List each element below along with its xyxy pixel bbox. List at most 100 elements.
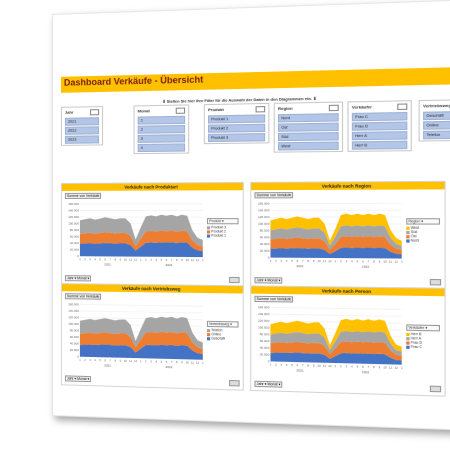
x-tick-label: 10	[317, 364, 321, 368]
chart-panels: Verkäufe nach Produktart Summe von Verkäu…	[53, 1, 450, 15]
slicer-item[interactable]: 2021	[65, 117, 99, 126]
y-tick-label: 20.000	[260, 249, 270, 253]
slicer-jahr: Jahr 2021 2022 2023	[61, 106, 103, 146]
axis-filter-buttons[interactable]: Jahr ▾ Monat ▾	[65, 375, 91, 382]
x-tick-label: 5	[291, 363, 293, 367]
expand-collapse-button[interactable]	[430, 386, 441, 393]
slicer-item[interactable]: 2023	[65, 135, 99, 143]
x-tick-label: 3	[345, 259, 347, 263]
slicer-row: Jahr 2021 2022 2023 Monat 1 2 3 4 Produkt Produkt …	[53, 1, 450, 15]
slicer-item[interactable]: Telefon	[423, 130, 450, 139]
chart-title: Verkäufe nach Vertriebsweg	[62, 284, 243, 293]
slicer-item[interactable]: West	[278, 141, 339, 150]
slicer-item[interactable]: Online	[423, 121, 450, 130]
slicer-item[interactable]: Frau D	[352, 122, 407, 131]
legend-filter-button[interactable]: Vertriebsweg ▾	[207, 321, 239, 328]
x-tick-label: 8	[114, 359, 116, 363]
slicer-item[interactable]: Ost	[278, 123, 339, 132]
legend-filter-button[interactable]: Region ▾	[406, 218, 440, 224]
clear-filter-icon[interactable]	[176, 108, 185, 114]
slicer-title: Region	[278, 105, 339, 112]
x-tick-label: 7	[109, 358, 111, 362]
area-chart: 160.000140.000120.000100.00080.00060.000…	[64, 198, 205, 272]
legend-item: Produkt 1	[207, 233, 239, 237]
axis-filter-buttons[interactable]: Jahr ▾ Monat ▾	[254, 381, 282, 388]
legend-swatch	[207, 234, 210, 237]
slicer-item[interactable]: Frau C	[352, 112, 407, 121]
x-tick-label: 1	[140, 258, 142, 262]
x-tick-label: 8	[307, 363, 309, 367]
y-tick-label: 40.000	[260, 346, 270, 350]
area-chart: 160.000140.000120.000100.00080.00060.000…	[253, 197, 404, 273]
y-tick-label: 20.000	[260, 352, 270, 356]
y-tick-label: 20.000	[70, 348, 79, 352]
slicer-item[interactable]: Herr B	[352, 141, 407, 150]
clear-filter-icon[interactable]	[397, 103, 407, 110]
gridline	[80, 304, 203, 306]
chart-legend: Vertriebsweg ▾ Telefon Online Geschäft	[207, 321, 239, 341]
x-tick-label: 6	[362, 259, 364, 263]
y-tick-label: 40.000	[260, 242, 270, 246]
x-tick-label: 7	[368, 365, 370, 369]
slicer-item[interactable]: Produkt 2	[208, 124, 265, 133]
expand-collapse-button[interactable]	[430, 279, 441, 286]
x-tick-label: 11	[323, 364, 327, 368]
axis-filter-buttons[interactable]: Jahr ▾ Monat ▾	[254, 277, 282, 284]
x-tick-label: 8	[176, 360, 178, 364]
x-tick-label: 9	[379, 365, 381, 369]
slicer-item[interactable]: 4	[138, 143, 185, 152]
x-tick-label: 7	[171, 360, 173, 364]
slicer-produkt: Produkt Produkt 1 Produkt 2 Produkt 3	[204, 103, 270, 144]
x-year-label: 2022	[362, 265, 370, 269]
x-tick-label: 9	[120, 359, 122, 363]
x-year-label: 2022	[166, 263, 173, 267]
slicer-title: Verkäufer	[352, 103, 407, 110]
axis-filter-buttons[interactable]: Jahr ▾ Monat ▾	[65, 275, 91, 281]
slicer-item[interactable]: 2	[138, 125, 185, 134]
slicer-item[interactable]: 2022	[65, 126, 99, 135]
x-tick-label: 5	[99, 358, 101, 362]
slicer-item[interactable]: Produkt 3	[208, 133, 265, 142]
x-tick-label: 2	[84, 358, 86, 362]
x-tick-label: 4	[286, 363, 288, 367]
clear-filter-icon[interactable]	[90, 109, 99, 115]
slicer-item[interactable]: 3	[138, 134, 185, 143]
y-tick-label: 160.000	[68, 202, 79, 206]
x-tick-label: 6	[166, 360, 168, 364]
y-tick-label: 60.000	[260, 235, 270, 239]
x-tick-label: 9	[313, 363, 315, 367]
x-tick-label: 11	[389, 259, 393, 263]
x-tick-label: 12	[134, 258, 138, 262]
slicer-item[interactable]: Produkt 1	[208, 114, 265, 123]
x-tick-label: 9	[181, 360, 183, 364]
x-tick-label: 5	[99, 257, 101, 261]
clear-filter-icon[interactable]	[329, 105, 339, 111]
x-tick-label: 1	[270, 259, 272, 263]
chart-panel: Verkäufe nach Region Summe von Verkäufe 16…	[250, 181, 445, 290]
x-tick-label: 10	[124, 359, 128, 363]
x-tick-label: 6	[362, 365, 364, 369]
slicer-item[interactable]: Nord	[278, 113, 339, 122]
x-tick-label: 7	[302, 259, 304, 263]
expand-collapse-button[interactable]	[229, 277, 240, 283]
x-tick-label: 9	[181, 258, 183, 262]
clear-filter-icon[interactable]	[256, 106, 266, 112]
legend-filter-button[interactable]: Produkt ▾	[207, 218, 239, 224]
slicer-item[interactable]: 1	[138, 116, 185, 125]
chart-title: Verkäufe nach Person	[251, 286, 444, 296]
slicer-monat: Monat 1 2 3 4	[134, 104, 190, 154]
y-tick-label: 140.000	[68, 208, 79, 212]
chart-title: Verkäufe nach Region	[251, 182, 444, 190]
x-tick-label: 12	[394, 366, 398, 370]
slicer-item[interactable]: Süd	[278, 132, 339, 141]
gridline	[270, 314, 401, 316]
chart-panel: Verkäufe nach Vertriebsweg Summe von Verk…	[61, 283, 244, 391]
x-tick-label: 9	[379, 259, 381, 263]
y-tick-label: 100.000	[68, 322, 79, 326]
y-tick-label: 60.000	[70, 335, 79, 339]
slicer-region: Region Nord Ost Süd West	[274, 101, 343, 152]
slicer-item[interactable]: Geschäft	[423, 111, 450, 120]
slicer-item[interactable]: Herr A	[352, 131, 407, 140]
legend-filter-button[interactable]: Verkäufer ▾	[406, 324, 440, 331]
expand-collapse-button[interactable]	[229, 380, 240, 386]
